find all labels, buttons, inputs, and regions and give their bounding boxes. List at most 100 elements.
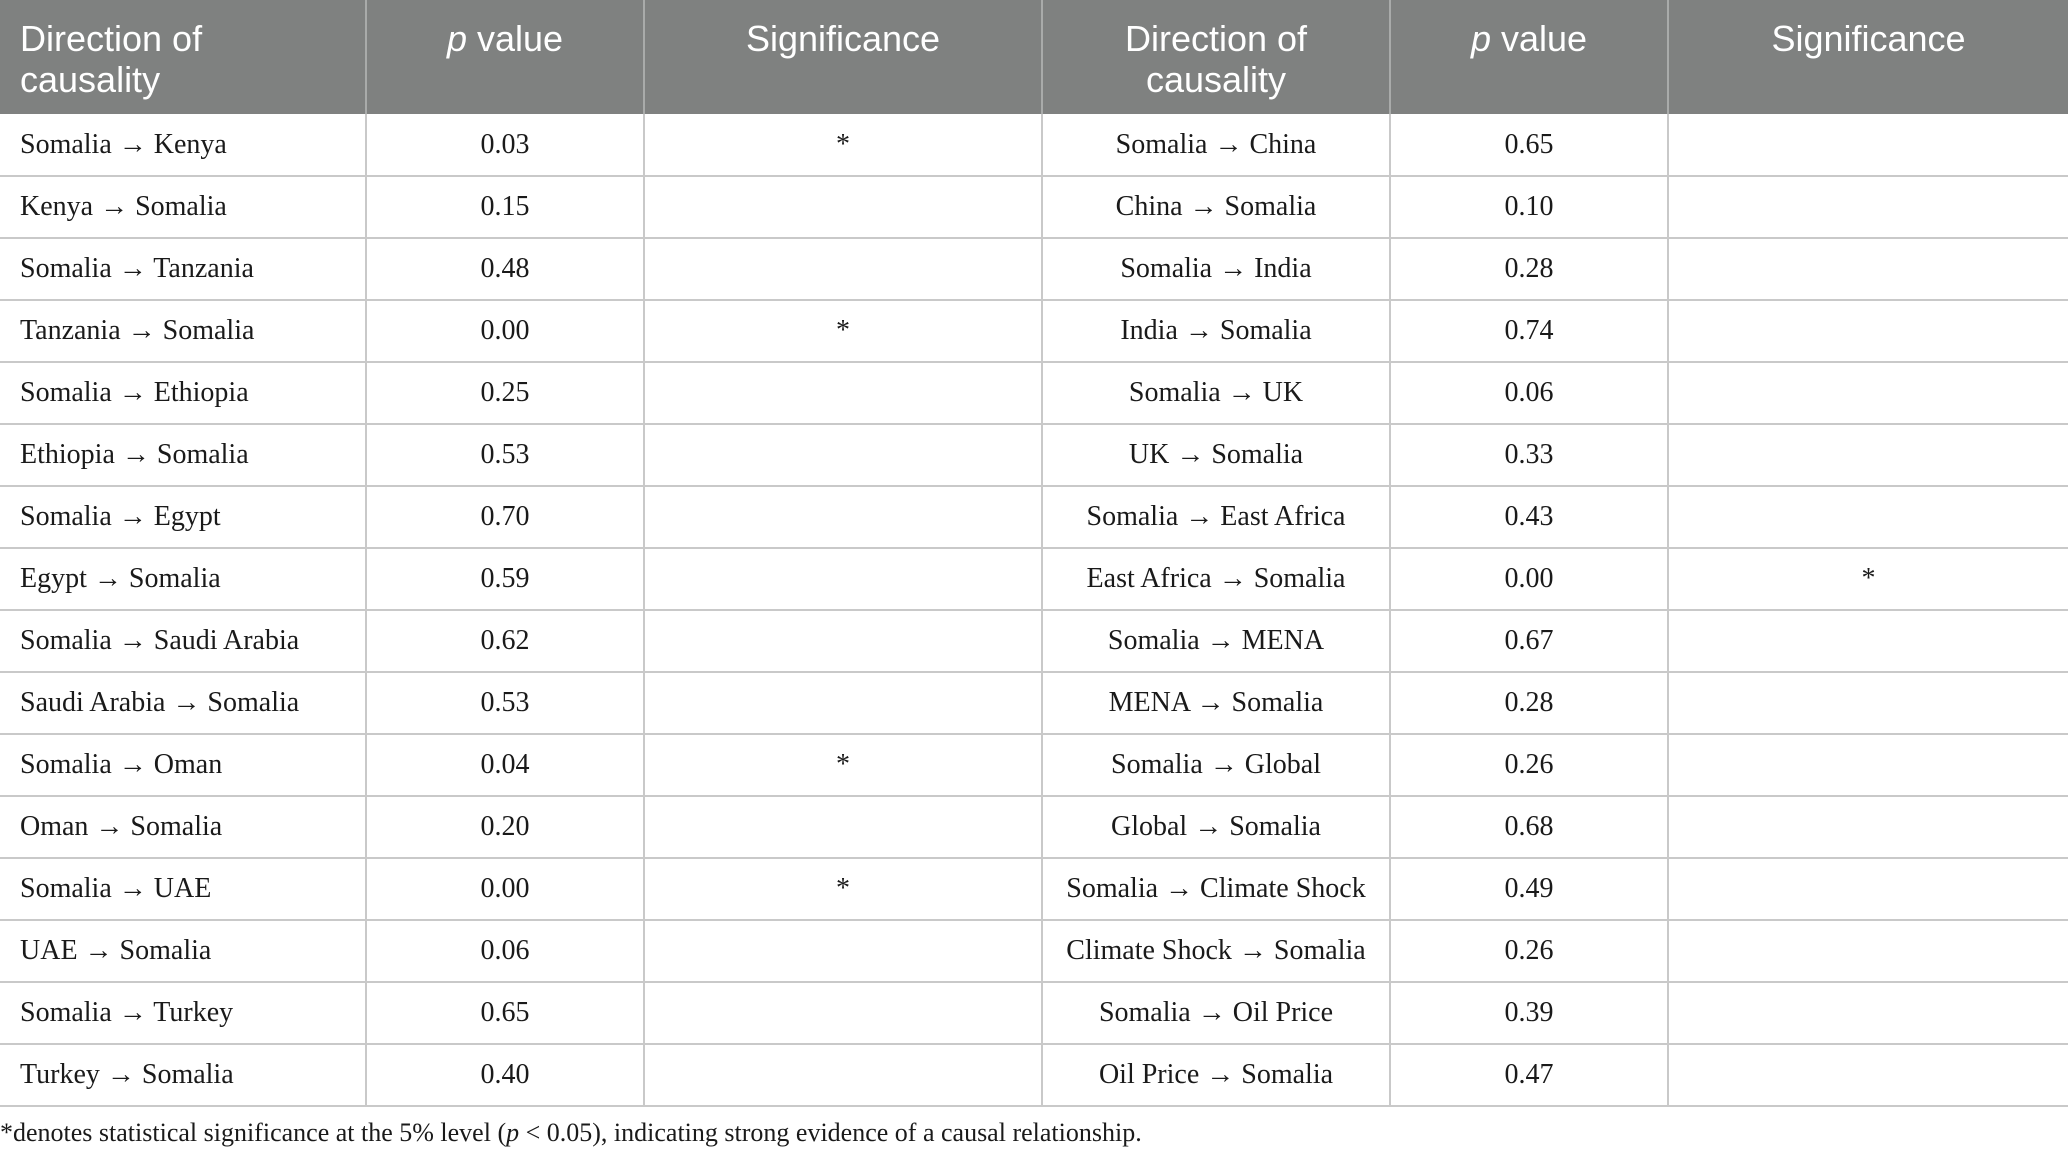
cell-p-value-2: 0.26 (1389, 733, 1669, 797)
cell-significance-1 (643, 361, 1043, 425)
cell-significance-1: * (643, 299, 1043, 363)
causality-table: Direction of causality p value Significa… (0, 0, 2068, 1107)
cell-p-value-2: 0.39 (1389, 981, 1669, 1045)
cell-p-value-1: 0.03 (365, 114, 645, 177)
cell-p-value-1: 0.65 (365, 981, 645, 1045)
table-row: Somalia → Egypt 0.70 Somalia → East Africa… (0, 485, 2068, 549)
cell-direction-1: Ethiopia → Somalia (0, 423, 367, 487)
cell-significance-1 (643, 981, 1043, 1045)
cell-significance-2 (1667, 1043, 2068, 1107)
cell-direction-1: Somalia → Tanzania (0, 237, 367, 301)
cell-p-value-1: 0.40 (365, 1043, 645, 1107)
cell-significance-1 (643, 919, 1043, 983)
cell-significance-1: * (643, 733, 1043, 797)
cell-direction-1: Somalia → Kenya (0, 114, 367, 177)
cell-significance-1 (643, 1043, 1043, 1107)
header-direction-1: Direction of causality (0, 0, 367, 114)
cell-significance-1 (643, 175, 1043, 239)
cell-significance-2 (1667, 299, 2068, 363)
cell-significance-2: * (1667, 547, 2068, 611)
cell-p-value-2: 0.06 (1389, 361, 1669, 425)
cell-direction-2: Somalia → UK (1041, 361, 1391, 425)
table-row: Somalia → Oman 0.04 * Somalia → Global 0.26 (0, 733, 2068, 797)
cell-direction-1: Somalia → Turkey (0, 981, 367, 1045)
table-row: Oman → Somalia 0.20 Global → Somalia 0.68 (0, 795, 2068, 859)
cell-significance-1 (643, 547, 1043, 611)
cell-direction-2: MENA → Somalia (1041, 671, 1391, 735)
table-row: Saudi Arabia → Somalia 0.53 MENA → Somalia… (0, 671, 2068, 735)
cell-p-value-1: 0.53 (365, 671, 645, 735)
table-row: Somalia → Turkey 0.65 Somalia → Oil Price 0… (0, 981, 2068, 1045)
header-direction-2: Direction of causality (1042, 0, 1391, 114)
cell-p-value-1: 0.00 (365, 299, 645, 363)
cell-direction-1: Somalia → Egypt (0, 485, 367, 549)
cell-p-value-2: 0.00 (1389, 547, 1669, 611)
cell-direction-2: Somalia → Oil Price (1041, 981, 1391, 1045)
table-row: Somalia → UAE 0.00 * Somalia → Climate Shoc… (0, 857, 2068, 921)
cell-significance-2 (1667, 919, 2068, 983)
cell-significance-1: * (643, 114, 1043, 177)
cell-direction-2: UK → Somalia (1041, 423, 1391, 487)
header-p-italic-2: p (1470, 18, 1491, 59)
cell-p-value-1: 0.20 (365, 795, 645, 859)
cell-significance-2 (1667, 795, 2068, 859)
cell-significance-1 (643, 671, 1043, 735)
cell-p-value-2: 0.26 (1389, 919, 1669, 983)
causality-table-container: Direction of causality p value Significa… (0, 0, 2068, 1107)
cell-significance-1: * (643, 857, 1043, 921)
cell-direction-2: China → Somalia (1041, 175, 1391, 239)
cell-direction-2: Climate Shock → Somalia (1041, 919, 1391, 983)
table-row: Somalia → Saudi Arabia 0.62 Somalia → MENA… (0, 609, 2068, 673)
cell-significance-2 (1667, 671, 2068, 735)
header-p-value-2: p value (1390, 0, 1669, 114)
cell-p-value-2: 0.33 (1389, 423, 1669, 487)
cell-direction-2: India → Somalia (1041, 299, 1391, 363)
cell-p-value-1: 0.53 (365, 423, 645, 487)
cell-p-value-1: 0.62 (365, 609, 645, 673)
cell-significance-2 (1667, 175, 2068, 239)
cell-p-value-1: 0.25 (365, 361, 645, 425)
cell-direction-2: Somalia → China (1041, 114, 1391, 177)
cell-p-value-2: 0.43 (1389, 485, 1669, 549)
cell-direction-1: UAE → Somalia (0, 919, 367, 983)
cell-p-value-2: 0.68 (1389, 795, 1669, 859)
header-p-value-1: p value (366, 0, 645, 114)
cell-direction-2: Somalia → MENA (1041, 609, 1391, 673)
cell-p-value-1: 0.48 (365, 237, 645, 301)
cell-significance-2 (1667, 733, 2068, 797)
table-body: Somalia → Kenya 0.03 * Somalia → China 0.65 K… (0, 114, 2068, 1107)
cell-direction-2: East Africa → Somalia (1041, 547, 1391, 611)
cell-p-value-1: 0.00 (365, 857, 645, 921)
header-p-italic-1: p (446, 18, 467, 59)
cell-significance-2 (1667, 857, 2068, 921)
cell-direction-1: Kenya → Somalia (0, 175, 367, 239)
cell-p-value-1: 0.15 (365, 175, 645, 239)
table-row: Turkey → Somalia 0.40 Oil Price → Somalia 0… (0, 1043, 2068, 1107)
cell-significance-1 (643, 237, 1043, 301)
cell-p-value-2: 0.10 (1389, 175, 1669, 239)
cell-direction-2: Somalia → Climate Shock (1041, 857, 1391, 921)
cell-significance-2 (1667, 609, 2068, 673)
cell-significance-2 (1667, 981, 2068, 1045)
cell-direction-1: Somalia → Ethiopia (0, 361, 367, 425)
cell-p-value-1: 0.59 (365, 547, 645, 611)
cell-direction-1: Tanzania → Somalia (0, 299, 367, 363)
table-row: Tanzania → Somalia 0.00 * India → Somalia 0.… (0, 299, 2068, 363)
cell-significance-2 (1667, 114, 2068, 177)
cell-p-value-1: 0.70 (365, 485, 645, 549)
cell-significance-1 (643, 609, 1043, 673)
cell-direction-1: Saudi Arabia → Somalia (0, 671, 367, 735)
cell-direction-1: Somalia → Saudi Arabia (0, 609, 367, 673)
cell-direction-1: Egypt → Somalia (0, 547, 367, 611)
table-row: Ethiopia → Somalia 0.53 UK → Somalia 0.33 (0, 423, 2068, 487)
cell-significance-1 (643, 795, 1043, 859)
cell-p-value-1: 0.06 (365, 919, 645, 983)
cell-p-value-2: 0.74 (1389, 299, 1669, 363)
cell-p-value-1: 0.04 (365, 733, 645, 797)
cell-direction-2: Oil Price → Somalia (1041, 1043, 1391, 1107)
table-row: UAE → Somalia 0.06 Climate Shock → Somalia… (0, 919, 2068, 983)
cell-significance-2 (1667, 237, 2068, 301)
cell-direction-1: Turkey → Somalia (0, 1043, 367, 1107)
cell-significance-2 (1667, 361, 2068, 425)
header-significance-2: Significance (1668, 0, 2068, 114)
